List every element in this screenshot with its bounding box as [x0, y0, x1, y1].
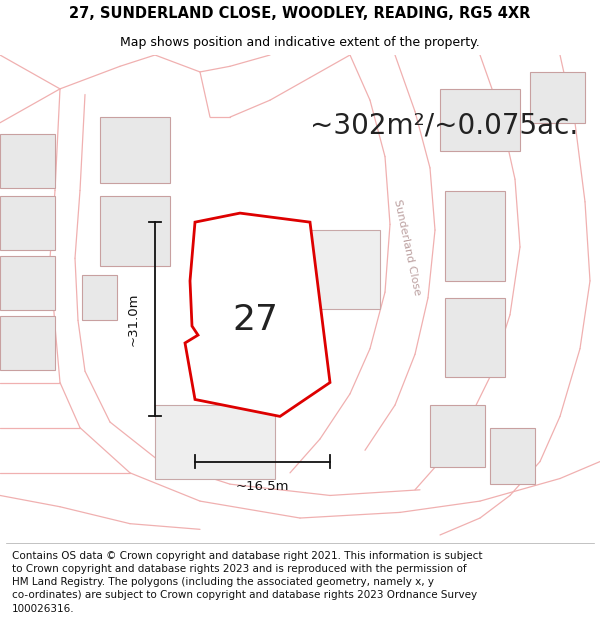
Bar — [0, 134, 55, 188]
Text: ~16.5m: ~16.5m — [236, 480, 289, 493]
Text: ~302m²/~0.075ac.: ~302m²/~0.075ac. — [310, 111, 578, 139]
Text: ~31.0m: ~31.0m — [127, 292, 139, 346]
Text: 27: 27 — [232, 303, 278, 338]
Polygon shape — [185, 213, 330, 416]
Text: 27, SUNDERLAND CLOSE, WOODLEY, READING, RG5 4XR: 27, SUNDERLAND CLOSE, WOODLEY, READING, … — [70, 6, 530, 21]
Text: Sunderland Close: Sunderland Close — [392, 198, 422, 296]
Bar — [0, 256, 55, 310]
Bar — [0, 196, 55, 251]
Bar — [82, 275, 117, 321]
Bar — [530, 72, 585, 122]
Bar — [445, 298, 505, 377]
Bar — [290, 230, 380, 309]
Bar — [490, 428, 535, 484]
Bar — [430, 405, 485, 468]
Bar — [155, 405, 275, 479]
Bar — [100, 196, 170, 266]
Bar — [440, 89, 520, 151]
Bar — [100, 117, 170, 182]
Text: Contains OS data © Crown copyright and database right 2021. This information is : Contains OS data © Crown copyright and d… — [12, 551, 482, 614]
Bar — [445, 191, 505, 281]
Bar — [0, 316, 55, 370]
Text: Map shows position and indicative extent of the property.: Map shows position and indicative extent… — [120, 36, 480, 49]
